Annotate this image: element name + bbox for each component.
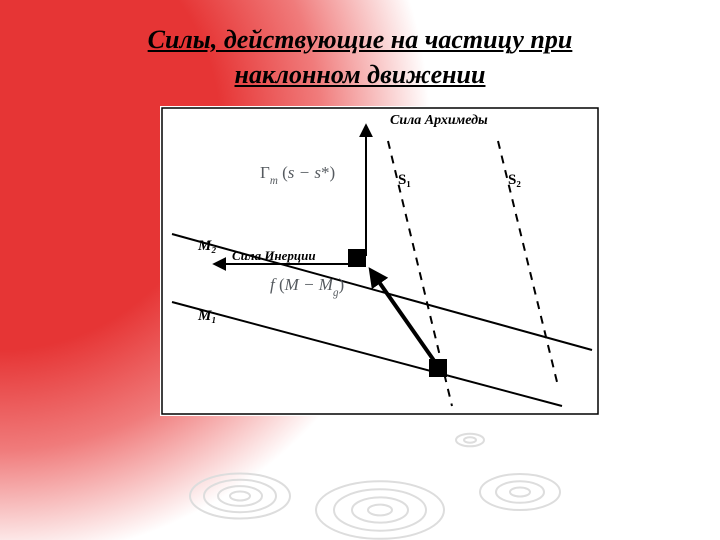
physics-diagram: M₁M₂S₁S₂Сила АрхимедыСила ИнерцииΓm (s −… xyxy=(160,106,600,416)
slide: Силы, действующие на частицу при наклонн… xyxy=(0,0,720,540)
title-line-1: Силы, действующие на частицу при xyxy=(148,25,573,54)
diagram-svg: M₁M₂S₁S₂Сила АрхимедыСила ИнерцииΓm (s −… xyxy=(160,106,600,416)
title-line-2: наклонном движении xyxy=(235,60,486,89)
slide-title: Силы, действующие на частицу при наклонн… xyxy=(60,22,660,92)
decorative-ripples xyxy=(0,400,720,540)
svg-text:S₁: S₁ xyxy=(398,172,411,188)
svg-text:M₂: M₂ xyxy=(197,238,217,254)
svg-text:M₁: M₁ xyxy=(197,308,217,324)
svg-text:Сила Архимеды: Сила Архимеды xyxy=(390,113,488,128)
svg-text:S₂: S₂ xyxy=(508,172,521,188)
svg-text:Сила Инерции: Сила Инерции xyxy=(232,248,316,263)
ripple-svg xyxy=(0,400,720,540)
